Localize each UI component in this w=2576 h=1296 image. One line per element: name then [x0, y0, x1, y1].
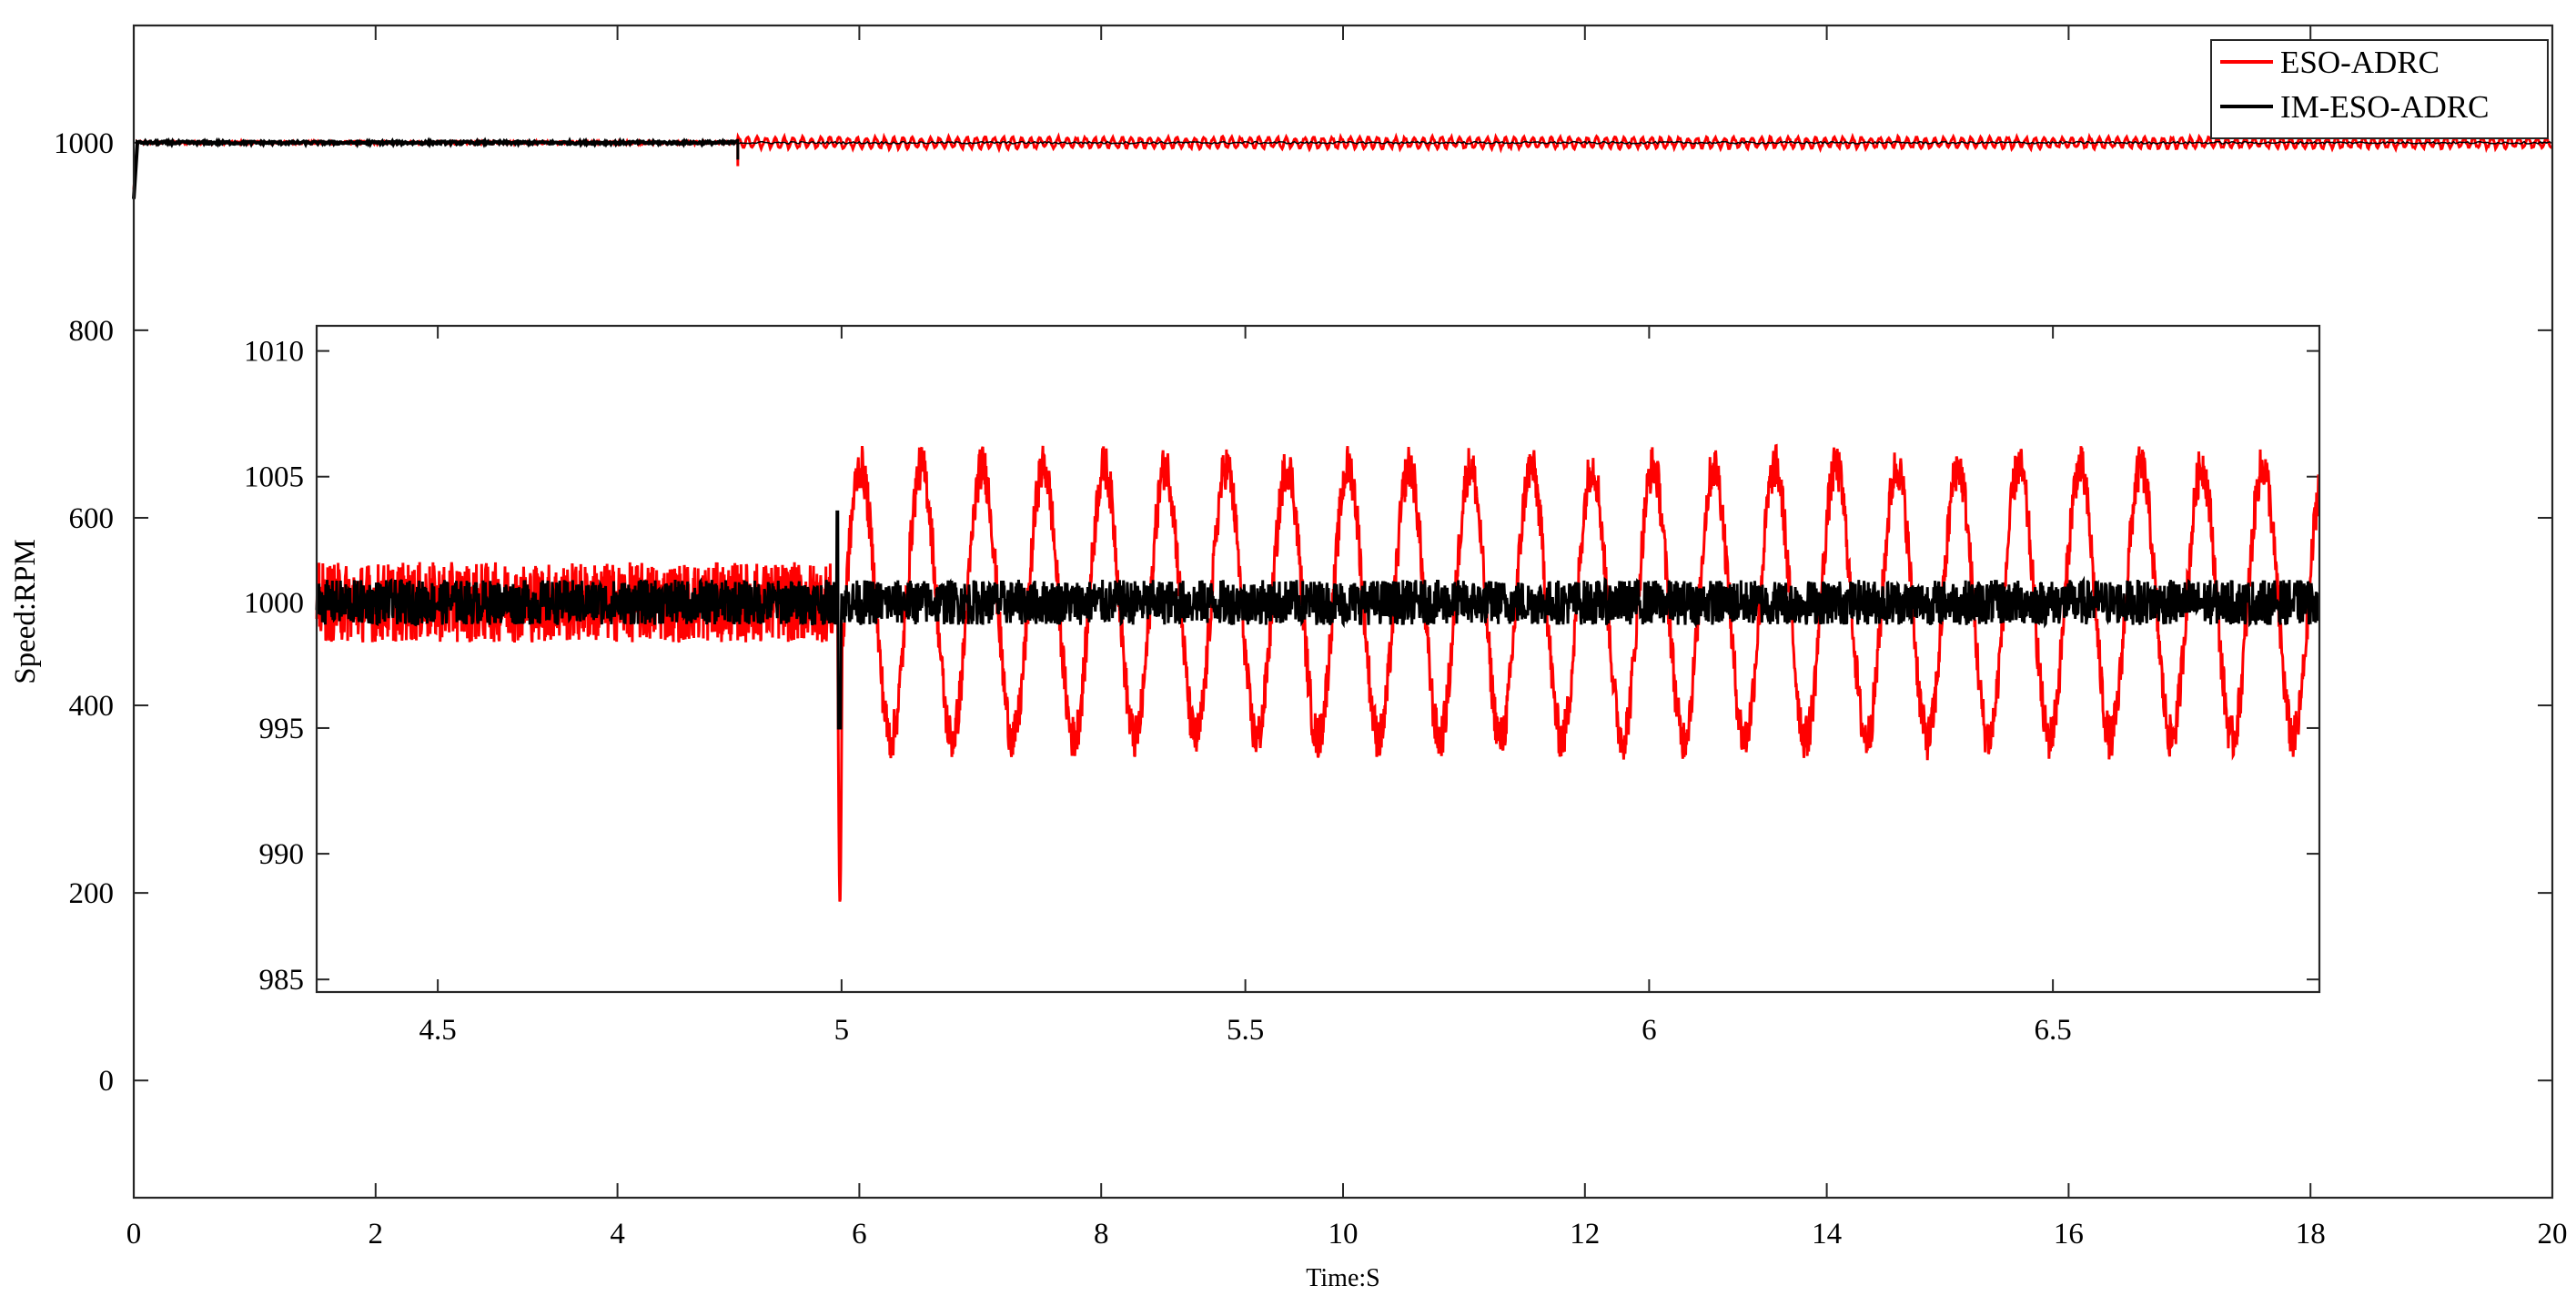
x-tick-label: 12	[1570, 1218, 1600, 1250]
inset-series-lines	[315, 443, 2320, 902]
y-tick-label: 200	[69, 877, 115, 910]
legend-label-im-eso-adrc: IM-ESO-ADRC	[2280, 89, 2489, 125]
main-series-lines	[132, 132, 2553, 199]
inset-y-tick-label: 1000	[244, 587, 304, 620]
x-tick-label: 2	[369, 1218, 384, 1250]
main-chart: 0 2 4 6 8 10 12 14 16 18 20 0 200 400 600 800 1000 Time…	[9, 24, 2568, 1292]
inset-x-tick-label: 4.5	[419, 1014, 457, 1047]
y-tick-label: 400	[69, 690, 115, 723]
inset-x-tick-label: 6.5	[2035, 1014, 2072, 1047]
series-im-eso-adrc-line	[132, 137, 739, 199]
y-tick-label: 800	[69, 315, 115, 348]
inset-y-tick-label: 995	[259, 713, 305, 745]
inset-y-ticks: 985 990 995 1000 1005 1010	[244, 336, 2319, 997]
x-tick-label: 8	[1094, 1218, 1109, 1250]
inset-x-ticks: 4.5 5 5.5 6 6.5	[419, 326, 2072, 1047]
inset-plot-frame	[315, 324, 2321, 994]
x-tick-label: 10	[1328, 1218, 1359, 1250]
x-tick-label: 6	[852, 1218, 867, 1250]
inset-background	[317, 326, 2319, 992]
inset-x-tick-label: 5	[834, 1014, 850, 1047]
y-tick-label: 600	[69, 502, 115, 535]
inset-y-tick-label: 990	[259, 838, 305, 871]
legend-label-eso-adrc: ESO-ADRC	[2280, 45, 2440, 80]
series-im-eso-adrc-line-late	[737, 140, 2551, 146]
legend-box	[2210, 39, 2549, 139]
inset-y-tick-label: 1010	[244, 336, 304, 369]
inset-zoom-chart: 4.5 5 5.5 6 6.5 985 990 995 1000 1005 1010	[244, 324, 2321, 1047]
x-tick-label: 16	[2054, 1218, 2084, 1250]
inset-y-tick-label: 1005	[244, 461, 304, 494]
x-tick-label: 20	[2538, 1218, 2568, 1250]
inset-x-tick-label: 5.5	[1227, 1014, 1264, 1047]
main-x-ticks: 0 2 4 6 8 10 12 14 16 18 20	[126, 25, 2568, 1250]
y-axis-title: Speed:RPM	[9, 539, 42, 684]
x-tick-label: 0	[126, 1218, 142, 1250]
main-y-ticks: 0 200 400 600 800 1000	[54, 127, 2552, 1098]
y-tick-label: 1000	[54, 127, 114, 160]
y-tick-label: 0	[99, 1065, 115, 1098]
inset-x-tick-label: 6	[1642, 1014, 1657, 1047]
x-axis-title: Time:S	[1306, 1264, 1379, 1292]
x-tick-label: 4	[610, 1218, 625, 1250]
main-plot-frame	[132, 24, 2554, 1200]
inset-y-tick-label: 985	[259, 964, 305, 997]
x-tick-label: 14	[1812, 1218, 1842, 1250]
inset-series-im-eso-adrc-line	[315, 510, 2320, 730]
x-tick-label: 18	[2296, 1218, 2326, 1250]
legend: ESO-ADRC IM-ESO-ADRC	[2210, 39, 2549, 139]
